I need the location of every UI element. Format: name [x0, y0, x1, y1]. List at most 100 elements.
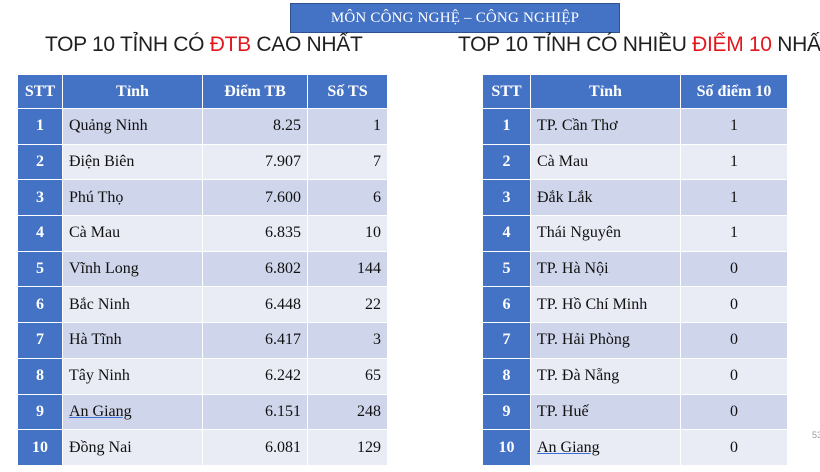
table-row: 7 Hà Tĩnh 6.417 3	[17, 322, 388, 359]
row-stt: 1	[482, 108, 531, 145]
row-stt: 7	[482, 322, 531, 359]
row-stt: 8	[17, 357, 63, 395]
row-province: Bắc Ninh	[62, 286, 203, 324]
row-province: TP. Huế	[530, 393, 681, 431]
row-average: 6.448	[202, 286, 308, 324]
row-count: 7	[307, 143, 388, 181]
row-average: 6.242	[202, 357, 308, 395]
table-row: 3 Phú Thọ 7.600 6	[17, 179, 388, 217]
row-average: 6.802	[202, 250, 308, 288]
column-header-count: Số TS	[307, 74, 388, 109]
row-stt: 3	[482, 179, 531, 217]
row-average: 6.151	[202, 393, 308, 431]
table-header-row: STT Tỉnh Số điểm 10	[482, 74, 788, 109]
right-heading-highlight: ĐIỂM 10	[692, 33, 772, 56]
row-count: 3	[307, 322, 388, 359]
row-stt: 5	[482, 250, 531, 288]
row-province: TP. Đà Nẵng	[530, 357, 681, 395]
table-row: 4 Cà Mau 6.835 10	[17, 215, 388, 252]
row-count: 22	[307, 286, 388, 324]
table-row: 10 An Giang 0	[482, 429, 788, 466]
row-province: Phú Thọ	[62, 179, 203, 217]
row-stt: 6	[482, 286, 531, 324]
row-tens: 1	[680, 179, 788, 217]
row-stt: 9	[482, 393, 531, 431]
row-tens: 0	[680, 250, 788, 288]
row-stt: 10	[482, 429, 531, 466]
row-province: TP. Hồ Chí Minh	[530, 286, 681, 324]
row-stt: 5	[17, 250, 63, 288]
left-heading-post: CAO NHẤT	[250, 33, 363, 56]
table-row: 10 Đồng Nai 6.081 129	[17, 429, 388, 466]
table-row: 1 TP. Cần Thơ 1	[482, 108, 788, 145]
row-stt: 9	[17, 393, 63, 431]
row-stt: 10	[17, 429, 63, 466]
row-province: Hà Tĩnh	[62, 322, 203, 359]
right-heading-pre: TOP 10 TỈNH CÓ NHIỀU	[458, 33, 693, 56]
table-row: 8 Tây Ninh 6.242 65	[17, 357, 388, 395]
row-province: Vĩnh Long	[62, 250, 203, 288]
table-row: 6 Bắc Ninh 6.448 22	[17, 286, 388, 324]
column-header-tens: Số điểm 10	[680, 74, 788, 109]
row-stt: 1	[17, 108, 63, 145]
row-count: 10	[307, 215, 388, 252]
table-header-row: STT Tỉnh Điểm TB Số TS	[17, 74, 388, 109]
row-province: Cà Mau	[62, 215, 203, 252]
row-stt: 7	[17, 322, 63, 359]
table-row: 9 An Giang 6.151 248	[17, 393, 388, 431]
table-row: 3 Đắk Lắk 1	[482, 179, 788, 217]
top-average-table: STT Tỉnh Điểm TB Số TS 1 Quảng Ninh 8.25 1 2…	[17, 74, 388, 466]
column-header-stt: STT	[482, 74, 531, 109]
row-province: Đắk Lắk	[530, 179, 681, 217]
row-average: 6.417	[202, 322, 308, 359]
column-header-average: Điểm TB	[202, 74, 308, 109]
table-row: 7 TP. Hải Phòng 0	[482, 322, 788, 359]
row-province: Điện Biên	[62, 143, 203, 181]
subject-banner: MÔN CÔNG NGHỆ – CÔNG NGHIỆP	[290, 3, 620, 33]
table-row: 8 TP. Đà Nẵng 0	[482, 357, 788, 395]
row-count: 6	[307, 179, 388, 217]
row-province: Thái Nguyên	[530, 215, 681, 252]
column-header-province: Tỉnh	[62, 74, 203, 109]
row-tens: 0	[680, 357, 788, 395]
row-average: 6.081	[202, 429, 308, 466]
right-heading-post: NHẤT	[777, 33, 820, 56]
row-province: TP. Hải Phòng	[530, 322, 681, 359]
left-heading-pre: TOP 10 TỈNH CÓ	[45, 33, 210, 56]
row-stt: 2	[482, 143, 531, 181]
row-province: An Giang	[530, 429, 681, 466]
row-province: Đồng Nai	[62, 429, 203, 466]
row-tens: 1	[680, 215, 788, 252]
row-tens: 1	[680, 143, 788, 181]
column-header-province: Tỉnh	[530, 74, 681, 109]
top-perfect-score-table: STT Tỉnh Số điểm 10 1 TP. Cần Thơ 1 2 Cà Mau…	[482, 74, 788, 466]
table-row: 6 TP. Hồ Chí Minh 0	[482, 286, 788, 324]
row-count: 65	[307, 357, 388, 395]
row-stt: 4	[17, 215, 63, 252]
table-row: 4 Thái Nguyên 1	[482, 215, 788, 252]
row-stt: 4	[482, 215, 531, 252]
column-header-stt: STT	[17, 74, 63, 109]
row-stt: 8	[482, 357, 531, 395]
row-province: TP. Hà Nội	[530, 250, 681, 288]
table-row: 2 Điện Biên 7.907 7	[17, 143, 388, 181]
row-tens: 0	[680, 393, 788, 431]
row-tens: 0	[680, 322, 788, 359]
row-province: Cà Mau	[530, 143, 681, 181]
row-tens: 0	[680, 429, 788, 466]
row-average: 7.907	[202, 143, 308, 181]
table-row: 5 Vĩnh Long 6.802 144	[17, 250, 388, 288]
row-province: TP. Cần Thơ	[530, 108, 681, 145]
row-count: 144	[307, 250, 388, 288]
row-province: An Giang	[62, 393, 203, 431]
row-count: 129	[307, 429, 388, 466]
row-count: 248	[307, 393, 388, 431]
table-row: 2 Cà Mau 1	[482, 143, 788, 181]
row-average: 7.600	[202, 179, 308, 217]
row-province: Quảng Ninh	[62, 108, 203, 145]
right-table-heading: TOP 10 TỈNH CÓ NHIỀU ĐIỂM 10 NHẤT	[458, 33, 820, 57]
row-stt: 6	[17, 286, 63, 324]
row-tens: 1	[680, 108, 788, 145]
row-average: 8.25	[202, 108, 308, 145]
table-row: 1 Quảng Ninh 8.25 1	[17, 108, 388, 145]
